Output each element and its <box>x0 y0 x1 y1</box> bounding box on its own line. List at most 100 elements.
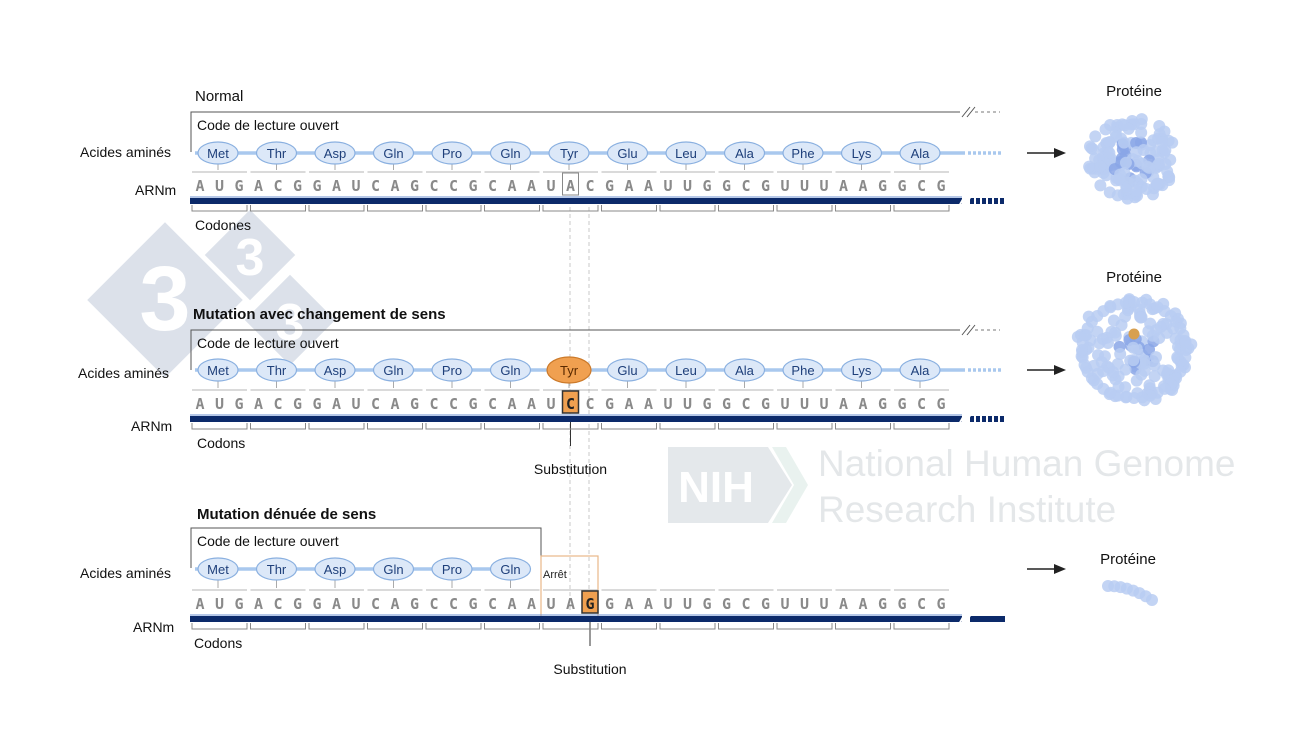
mrna-base: A <box>527 177 536 195</box>
codon-bracket <box>367 623 423 630</box>
amino-acid-label: Met <box>207 146 229 161</box>
mrna-base: C <box>371 395 380 413</box>
amino-acid-bead <box>546 356 592 384</box>
break-mark <box>961 324 976 336</box>
codon-bracket <box>308 623 365 630</box>
codon-bracket <box>835 623 891 630</box>
amino-acid-label: Leu <box>675 363 697 378</box>
mrna-base: U <box>215 595 224 613</box>
arrow-head <box>1054 564 1066 574</box>
mrna-label: ARNm <box>135 182 176 198</box>
mrna-label: ARNm <box>133 619 174 635</box>
protein-label: Protéine <box>1106 269 1162 286</box>
nih-line-2: Research Institute <box>818 489 1116 530</box>
mrna-base: A <box>390 177 399 195</box>
mrna-base: C <box>488 177 497 195</box>
codon-bracket <box>776 623 833 630</box>
mrna-base: C <box>449 177 458 195</box>
protein-bead <box>1105 325 1118 338</box>
codon-bracket <box>250 623 306 630</box>
mrna-base: G <box>761 395 770 413</box>
mrna-base: U <box>800 395 809 413</box>
codon-label: Codones <box>195 217 251 233</box>
protein-bead <box>1148 359 1161 372</box>
mrna-base: G <box>702 177 711 195</box>
nih-logo-text: NIH <box>678 463 754 512</box>
codon-bracket <box>659 423 716 430</box>
amino-acid-bead <box>548 141 590 165</box>
amino-acid-label: Gln <box>383 363 403 378</box>
protein-bead <box>1130 374 1143 387</box>
mrna-base: G <box>761 177 770 195</box>
amino-acids-label: Acides aminés <box>80 144 171 160</box>
amino-acid-bead <box>372 141 415 165</box>
amino-acid-bead <box>606 141 649 165</box>
codon-bracket <box>893 623 950 630</box>
codon-bracket <box>659 205 716 212</box>
mrna-base: A <box>644 595 653 613</box>
protein-bead <box>1103 136 1116 149</box>
mrna-base: A <box>644 177 653 195</box>
amino-acid-label: Gln <box>500 363 520 378</box>
protein-bead <box>1119 381 1132 394</box>
mrna-base: C <box>488 595 497 613</box>
mrna-base: G <box>897 395 906 413</box>
mrna-base: G <box>936 595 945 613</box>
mrna-base: G <box>605 177 614 195</box>
reading-frame-bracket <box>190 111 960 152</box>
mrna-base: A <box>858 395 867 413</box>
mrna-base: U <box>215 177 224 195</box>
mrna-base: A <box>195 177 204 195</box>
mrna-base: C <box>273 395 282 413</box>
mrna-base: G <box>936 177 945 195</box>
mrna-base: A <box>254 395 263 413</box>
amino-acid-label: Asp <box>324 146 346 161</box>
amino-acid-label: Tyr <box>560 146 579 161</box>
mrna-base: G <box>702 595 711 613</box>
amino-acid-label: Ala <box>735 146 755 161</box>
amino-acid-bead <box>255 358 298 382</box>
nih-watermark: NIH National Human Genome Research Insti… <box>668 443 1236 530</box>
amino-acid-bead <box>840 358 883 382</box>
mrna-base: U <box>683 595 692 613</box>
mrna-base: U <box>819 395 828 413</box>
mrna-base: G <box>293 395 302 413</box>
mrna-base: A <box>858 177 867 195</box>
codon-bracket <box>835 423 891 430</box>
protein-bead <box>1134 311 1147 324</box>
codon-bracket <box>776 205 833 212</box>
amino-acid-bead <box>197 141 239 165</box>
amino-acid-bead <box>665 358 707 382</box>
mrna-base: G <box>234 595 243 613</box>
protein-bead <box>1146 594 1158 606</box>
protein-bead <box>1113 172 1126 185</box>
amino-acid-bead <box>255 557 298 581</box>
protein-label: Protéine <box>1100 551 1156 568</box>
protein-bead <box>1094 179 1107 192</box>
mrna-base: C <box>273 595 282 613</box>
mrna-base: U <box>546 395 555 413</box>
mutated-base-box <box>561 390 580 414</box>
mrna-base: G <box>234 395 243 413</box>
mrna-base: C <box>741 177 750 195</box>
amino-acid-label: Pro <box>442 363 462 378</box>
amino-acid-label: Pro <box>442 146 462 161</box>
badge-digit-3: 3 <box>276 294 305 352</box>
protein-misfolded <box>1071 293 1198 407</box>
badge-digit-2: 3 <box>236 229 265 287</box>
mrna-base: U <box>215 395 224 413</box>
amino-acid-bead <box>840 141 883 165</box>
codon-bracket <box>659 623 716 630</box>
mrna-base: C <box>741 395 750 413</box>
mrna-base: G <box>410 595 419 613</box>
codon-bracket <box>718 205 774 212</box>
amino-acid-label: Met <box>207 363 229 378</box>
mrna-base: G <box>234 177 243 195</box>
mrna-base: C <box>917 177 926 195</box>
mrna-base: G <box>878 395 887 413</box>
mrna-base: A <box>624 177 633 195</box>
amino-acid-label: Leu <box>675 146 697 161</box>
badge-digit-1: 3 <box>139 248 190 350</box>
protein-bead <box>1122 122 1135 135</box>
mrna-base: G <box>410 177 419 195</box>
